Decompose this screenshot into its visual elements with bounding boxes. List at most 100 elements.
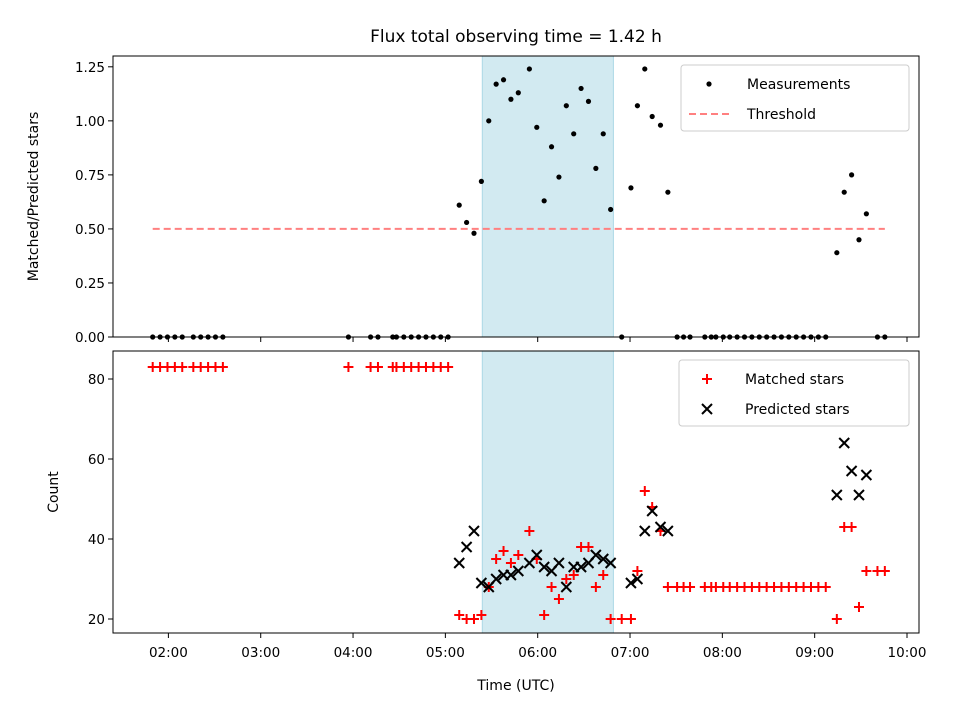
predicted-star-point: [560, 581, 573, 593]
predicted-star-point: [654, 521, 667, 533]
matched-star-point: [454, 610, 465, 620]
matched-star-point: [217, 362, 228, 372]
measurement-point: [471, 230, 477, 236]
bottom-series-1: [453, 437, 873, 593]
predicted-star-point: [553, 557, 565, 569]
measurement-point: [486, 118, 492, 124]
measurement-point: [456, 202, 462, 208]
bottom-y-tick-label: 80: [88, 372, 105, 388]
x-tick-label: 06:00: [518, 645, 557, 661]
measurement-point: [578, 85, 584, 92]
predicted-star-point: [505, 569, 517, 581]
predicted-star-point: [845, 465, 858, 477]
bottom-y-tick-label: 60: [88, 452, 105, 468]
predicted-star-point: [631, 573, 644, 585]
predicted-star-point: [831, 489, 843, 501]
predicted-star-point: [604, 557, 617, 569]
bottom-legend: Matched stars Predicted stars: [678, 359, 910, 427]
legend-matched-marker: [702, 374, 712, 384]
predicted-star-point: [860, 469, 873, 481]
x-tick-label: 03:00: [241, 645, 280, 661]
x-tick-label: 04:00: [334, 645, 373, 661]
x-tick-label: 07:00: [611, 645, 650, 661]
measurement-point: [665, 189, 671, 195]
top-y-tick-label: 0.50: [75, 222, 105, 238]
x-tick-label: 09:00: [795, 645, 834, 661]
predicted-star-point: [853, 489, 865, 501]
measurement-point: [548, 144, 555, 150]
top-axes-frame: [112, 55, 920, 338]
measurement-point: [534, 124, 540, 130]
predicted-star-point: [490, 573, 502, 585]
predicted-star-point: [625, 577, 637, 589]
measurement-point: [657, 122, 664, 128]
measurement-point: [628, 185, 634, 191]
predicted-star-point: [597, 553, 609, 565]
matched-star-point: [632, 566, 643, 576]
matched-star-point: [625, 614, 636, 624]
matched-star-point: [468, 614, 479, 624]
legend-entry-label: Measurements: [747, 77, 850, 93]
predicted-star-point: [538, 561, 550, 573]
matched-star-point: [491, 554, 502, 564]
measurement-point: [515, 90, 521, 96]
predicted-star-point: [475, 577, 488, 589]
x-axis-label: Time (UTC): [476, 678, 554, 694]
predicted-star-point: [512, 565, 525, 577]
measurement-point: [608, 206, 614, 213]
bottom-y-tick-label: 40: [88, 532, 105, 548]
top-y-tick-label: 1.25: [75, 60, 105, 76]
matched-star-point: [568, 570, 579, 580]
matched-star-point: [590, 582, 601, 592]
matched-star-point: [343, 362, 354, 372]
predicted-star-point: [662, 525, 674, 537]
predicted-star-point: [646, 505, 658, 517]
matched-star-point: [553, 594, 564, 604]
predicted-star-point: [460, 541, 473, 553]
top-y-tick-label: 0.25: [75, 276, 105, 292]
measurement-point: [849, 172, 855, 178]
top-y-tick-label: 0.75: [75, 168, 105, 184]
measurement-point: [642, 66, 648, 72]
measurement-point: [508, 96, 514, 102]
measurement-point: [571, 131, 577, 137]
measurement-point: [600, 131, 606, 137]
predicted-star-point: [838, 437, 850, 449]
chart-title: Flux total observing time = 1.42 h: [370, 27, 662, 47]
measurement-point: [464, 219, 470, 226]
top-series-0: [150, 66, 888, 340]
measurement-point: [541, 198, 547, 204]
matched-star-point: [443, 362, 454, 372]
matched-star-point: [561, 574, 572, 584]
top-shaded-interval: [481, 55, 614, 338]
measurement-point: [593, 165, 599, 171]
bottom-legend-box: [678, 359, 910, 427]
predicted-star-point: [453, 557, 465, 569]
legend-entry-label: Predicted stars: [745, 402, 850, 418]
matched-star-point: [476, 610, 487, 620]
matched-star-point: [524, 526, 535, 536]
matched-star-point: [853, 602, 864, 612]
matched-star-point: [685, 582, 696, 592]
measurement-point: [634, 103, 641, 109]
top-y-tick-label: 1.00: [75, 114, 105, 130]
matched-star-point: [505, 558, 516, 568]
measurement-point: [856, 237, 862, 243]
top-panel: 0.00 0.25 0.50 0.75 1.00 1.25 Matched/Predicte…: [26, 55, 920, 346]
legend-measurement-marker: [706, 81, 712, 87]
measurement-point: [478, 178, 484, 184]
measurement-point: [556, 174, 562, 180]
top-y-tick-label: 0.00: [75, 330, 105, 346]
x-tick-label: 10:00: [888, 645, 927, 661]
legend-predicted-marker: [701, 403, 713, 415]
x-tick-label: 02:00: [149, 645, 188, 661]
measurement-point: [563, 103, 569, 109]
matched-star-point: [846, 522, 857, 532]
matched-star-point: [879, 566, 890, 576]
matched-star-point: [820, 582, 831, 592]
measurement-point: [585, 98, 592, 104]
top-legend-box: [680, 64, 910, 132]
measurement-point: [841, 189, 847, 195]
matched-star-point: [605, 614, 616, 624]
